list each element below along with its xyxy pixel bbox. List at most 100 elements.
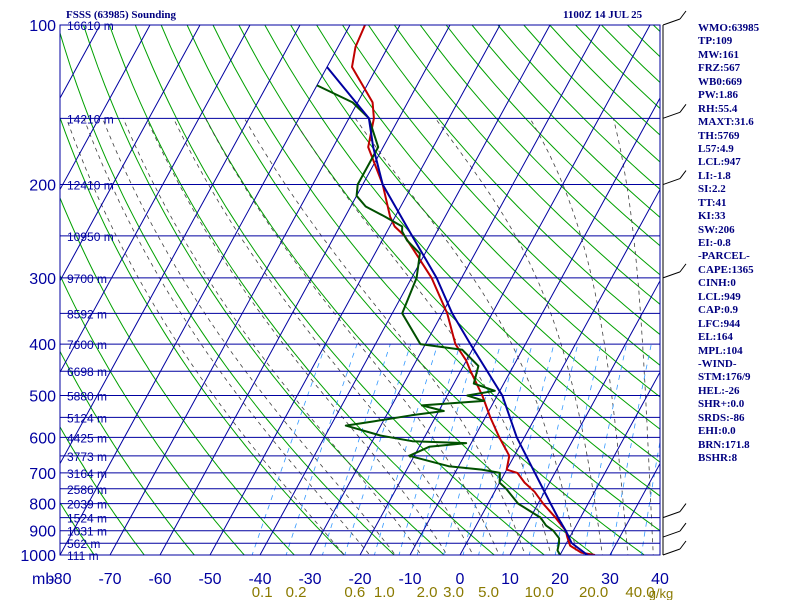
isotherm-line <box>159 25 451 555</box>
dry-adiabat-line <box>108 25 496 555</box>
dry-adiabat-line <box>160 25 596 555</box>
dry-adiabat-line <box>60 196 295 555</box>
stat-item: EL:164 <box>698 331 733 344</box>
dry-adiabat-line <box>60 350 195 555</box>
mixing-ratio-line <box>554 344 602 555</box>
isotherm-line <box>409 97 660 555</box>
stat-item: MW:161 <box>698 48 739 61</box>
mixing-ratio-label: 40.0 <box>625 584 654 600</box>
mixing-ratio-line <box>373 343 439 555</box>
height-label: 111 m <box>67 549 99 563</box>
wind-barb <box>662 104 687 119</box>
height-label: 5880 m <box>67 389 107 403</box>
mixing-ratio-line <box>478 343 533 555</box>
mixing-ratio-line <box>398 343 461 555</box>
isotherm-line <box>60 25 201 282</box>
dry-adiabat-line <box>60 274 245 555</box>
isotherm-line <box>359 25 651 555</box>
stat-item: CAP:0.9 <box>698 304 739 317</box>
temperature-tick-label: 20 <box>551 571 569 588</box>
height-label: 10950 m <box>67 230 114 244</box>
stat-item: EHI:0.0 <box>698 425 736 438</box>
parcel-profile-line <box>326 66 589 555</box>
dry-adiabat-line <box>238 25 660 497</box>
pressure-tick-label: 1000 <box>20 548 56 565</box>
stat-item: MPL:104 <box>698 344 743 357</box>
dry-adiabat-line <box>186 25 646 555</box>
dry-adiabat-line <box>60 116 346 555</box>
wind-barb <box>662 10 687 26</box>
pressure-tick-label: 400 <box>29 337 56 354</box>
stat-item: BSHR:8 <box>698 452 738 464</box>
temperature-tick-label: -80 <box>48 571 71 588</box>
pressure-tick-label: 200 <box>29 178 56 195</box>
stat-item: SRDS:-86 <box>698 411 745 424</box>
isotherm-line <box>60 25 301 465</box>
sounding-series <box>316 25 596 555</box>
mixing-ratio-label: 20.0 <box>579 584 608 600</box>
pressure-tick-label: 700 <box>29 466 56 483</box>
stat-item: -WIND- <box>698 357 737 370</box>
plot-area <box>60 25 660 555</box>
wind-barbs <box>662 10 687 556</box>
temperature-tick-label: -10 <box>398 571 421 588</box>
wind-barb <box>662 522 687 538</box>
height-label: 16610 m <box>67 19 114 33</box>
height-label: 7600 m <box>67 338 107 352</box>
pressure-tick-label: 500 <box>29 388 56 405</box>
height-label: 1524 m <box>67 512 107 526</box>
height-label: 12410 m <box>67 179 114 193</box>
stat-item: CAPE:1365 <box>698 263 754 276</box>
stat-item: STM:176/9 <box>698 371 751 384</box>
dry-adiabat-line <box>290 25 660 430</box>
height-label: 4425 m <box>67 431 107 445</box>
mixing-ratio-label: 10.0 <box>525 584 554 600</box>
mixing-ratio-label: 0.6 <box>344 584 365 600</box>
temperature-tick-label: -50 <box>198 571 221 588</box>
dry-adiabat-line <box>419 25 660 276</box>
wind-barb <box>662 170 687 186</box>
dry-adiabat-line <box>342 25 660 366</box>
dry-adiabat-line <box>60 501 95 555</box>
mixing-ratio-label: 0.2 <box>286 584 307 600</box>
mixing-ratio-line <box>416 343 477 555</box>
isotherm-line <box>209 25 501 555</box>
stat-item: TT:41 <box>698 196 727 209</box>
pressure-tick-label: 300 <box>29 271 56 288</box>
dry-adiabat-line <box>316 25 660 398</box>
temperature-tick-label: -20 <box>348 571 371 588</box>
temperature-tick-label: -60 <box>148 571 171 588</box>
temperature-tick-label: 0 <box>456 571 465 588</box>
height-label: 562 m <box>67 537 100 551</box>
wind-barb <box>662 503 687 519</box>
mixing-ratio-label: 2.0 <box>417 584 438 600</box>
height-label: 3164 m <box>67 467 107 481</box>
stat-item: RH:55.4 <box>698 102 738 115</box>
pressure-tick-label: 600 <box>29 430 56 447</box>
mixing-ratio-unit: g/kg <box>649 586 674 600</box>
mixing-ratio-label: 3.0 <box>443 584 464 600</box>
wind-barb <box>662 263 687 279</box>
height-label: 14210 m <box>67 112 114 126</box>
dry-adiabat-line <box>393 25 660 305</box>
chart-time: 1100Z 14 JUL 25 <box>563 9 643 21</box>
mixing-ratio-label: 0.1 <box>252 584 273 600</box>
temperature-tick-label: 10 <box>501 571 519 588</box>
isotherm-line <box>259 25 551 555</box>
isotherm-line <box>60 25 251 374</box>
isotherm-line <box>109 25 401 555</box>
height-label: 3773 m <box>67 450 107 464</box>
stat-item: WMO:63985 <box>698 22 760 34</box>
stat-item: SW:206 <box>698 223 735 236</box>
dry-adiabat-line <box>60 31 396 555</box>
chart-title: FSSS (63985) Sounding <box>66 9 177 21</box>
stat-item: L57:4.9 <box>698 142 734 155</box>
isotherm-line <box>509 279 660 555</box>
temperature-tick-label: -70 <box>98 571 121 588</box>
stat-item: EI:-0.8 <box>698 237 731 249</box>
stats-panel: WMO:63985 TP:109 MW:161 FRZ:567 WB0:669 PW:1.… <box>698 22 798 465</box>
stat-item: LCL:947 <box>698 156 741 169</box>
wind-barb <box>662 540 687 556</box>
